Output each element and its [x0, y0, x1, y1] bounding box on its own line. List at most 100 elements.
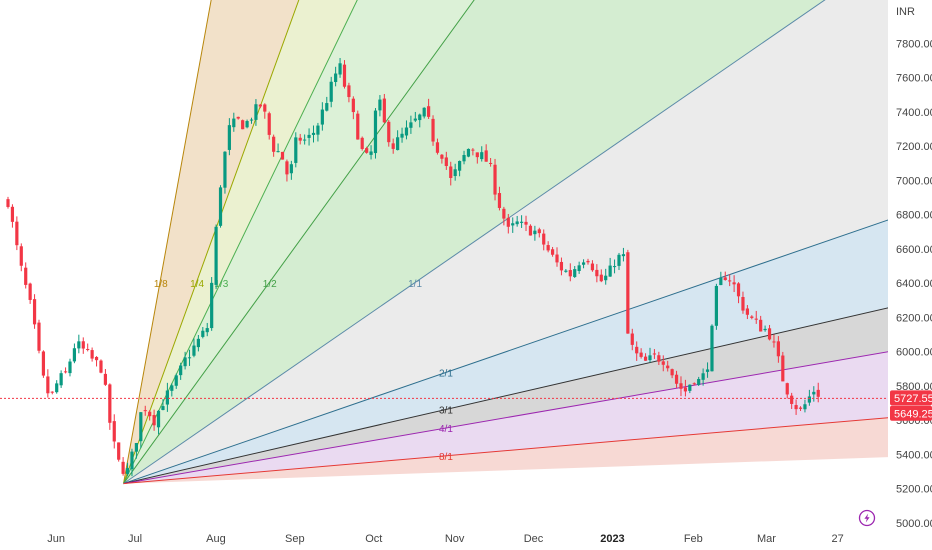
candle-body: [776, 341, 780, 357]
candle-body: [555, 254, 559, 263]
candle-body: [599, 274, 603, 282]
fan-line-1-2[interactable]: [123, 0, 901, 484]
candle-body: [497, 193, 502, 208]
candle-body: [236, 116, 240, 119]
candle-body: [161, 406, 165, 411]
candle-body: [201, 330, 205, 337]
candle-body: [360, 137, 364, 149]
candle-body: [356, 113, 360, 140]
candle-body: [205, 328, 209, 333]
time-axis[interactable]: MayJunJulAugSepOctNovDec2023FebMar27: [0, 533, 844, 545]
candle-body: [59, 373, 63, 386]
candle-body: [351, 98, 355, 113]
candle-body: [130, 451, 134, 470]
candle-body: [94, 356, 99, 361]
candle-body: [511, 223, 515, 226]
fan-line-1-4[interactable]: [123, 0, 901, 484]
candle-body: [466, 148, 471, 157]
candle-body: [759, 319, 763, 332]
candle-body: [37, 322, 41, 351]
lightning-icon[interactable]: [858, 509, 876, 527]
candle-body: [816, 389, 820, 397]
candle-body: [179, 365, 183, 376]
candle-body: [196, 338, 200, 348]
price-tags: 5727.55 5649.25: [890, 390, 932, 421]
candle-body: [546, 245, 550, 251]
candle-body: [719, 277, 723, 286]
candle-body: [214, 226, 218, 285]
candle-body: [143, 410, 147, 412]
candle-body: [28, 283, 32, 300]
time-tick-label: Nov: [445, 533, 465, 545]
candle-body: [750, 316, 754, 318]
candle-body: [506, 217, 510, 227]
candle-body: [515, 221, 519, 225]
price-tick-label: 6200.00: [896, 312, 932, 324]
candle-body: [373, 110, 378, 154]
candle-body: [533, 230, 537, 235]
candle-body: [807, 396, 811, 403]
time-tick-label: 27: [832, 533, 844, 545]
candle-body: [55, 383, 59, 393]
candle-body: [227, 125, 231, 150]
candle-body: [329, 81, 333, 102]
fan-line-8-1[interactable]: [123, 417, 901, 485]
candle-body: [81, 341, 85, 349]
time-tick-label: 2023: [600, 533, 624, 545]
candle-body: [90, 350, 94, 359]
price-tick-label: 6400.00: [896, 278, 932, 290]
fan-line-1-3[interactable]: [123, 0, 901, 484]
candle-body: [630, 333, 634, 345]
candle-body: [365, 148, 369, 153]
candle-body: [462, 155, 466, 162]
candle-body: [68, 361, 72, 374]
candle-body: [103, 373, 108, 385]
candle-body: [422, 107, 426, 117]
price-tick-label: 6000.00: [896, 347, 932, 359]
candle-body: [418, 114, 422, 121]
candle-body: [152, 415, 156, 426]
candle-body: [453, 169, 457, 177]
fan-zone-1-1: [123, 0, 888, 484]
candle-body: [276, 151, 280, 153]
candle-body: [484, 150, 488, 162]
candle-body: [732, 282, 736, 285]
time-tick-label: Jun: [47, 533, 65, 545]
price-tick-label: 5800.00: [896, 381, 932, 393]
candle-body: [387, 121, 391, 143]
fan-line-4-1[interactable]: [123, 350, 901, 485]
candle-body: [86, 348, 90, 350]
candle-body: [754, 318, 758, 320]
candle-body: [559, 261, 564, 271]
candle-body: [728, 280, 732, 282]
candle-body: [77, 341, 81, 349]
candlestick-series: [6, 57, 820, 477]
candle-body: [32, 299, 37, 325]
candle-body: [15, 221, 19, 246]
candle-body: [586, 260, 590, 263]
candle-body: [488, 162, 493, 164]
fan-line-2-1[interactable]: [123, 216, 901, 485]
candle-body: [502, 208, 506, 219]
candle-body: [249, 119, 254, 121]
candle-body: [688, 384, 692, 391]
candle-body: [311, 132, 316, 135]
candle-body: [187, 357, 192, 359]
candle-body: [480, 152, 484, 160]
candle-body: [404, 127, 409, 136]
candle-body: [298, 137, 302, 141]
price-axis[interactable]: INR 5000.005200.005400.005600.005800.006…: [896, 6, 932, 530]
candle-body: [267, 113, 271, 135]
candle-body: [72, 348, 77, 362]
candle-body: [325, 103, 329, 111]
candle-body: [595, 269, 599, 277]
currency-label: INR: [896, 6, 915, 18]
fan-line-1-1[interactable]: [123, 0, 901, 485]
candle-body: [24, 267, 28, 285]
candle-body: [223, 151, 227, 188]
candle-body: [218, 187, 223, 226]
candle-body: [635, 346, 639, 354]
time-tick-label: Mar: [757, 533, 776, 545]
candle-body: [338, 63, 342, 75]
candle-body: [165, 390, 169, 405]
